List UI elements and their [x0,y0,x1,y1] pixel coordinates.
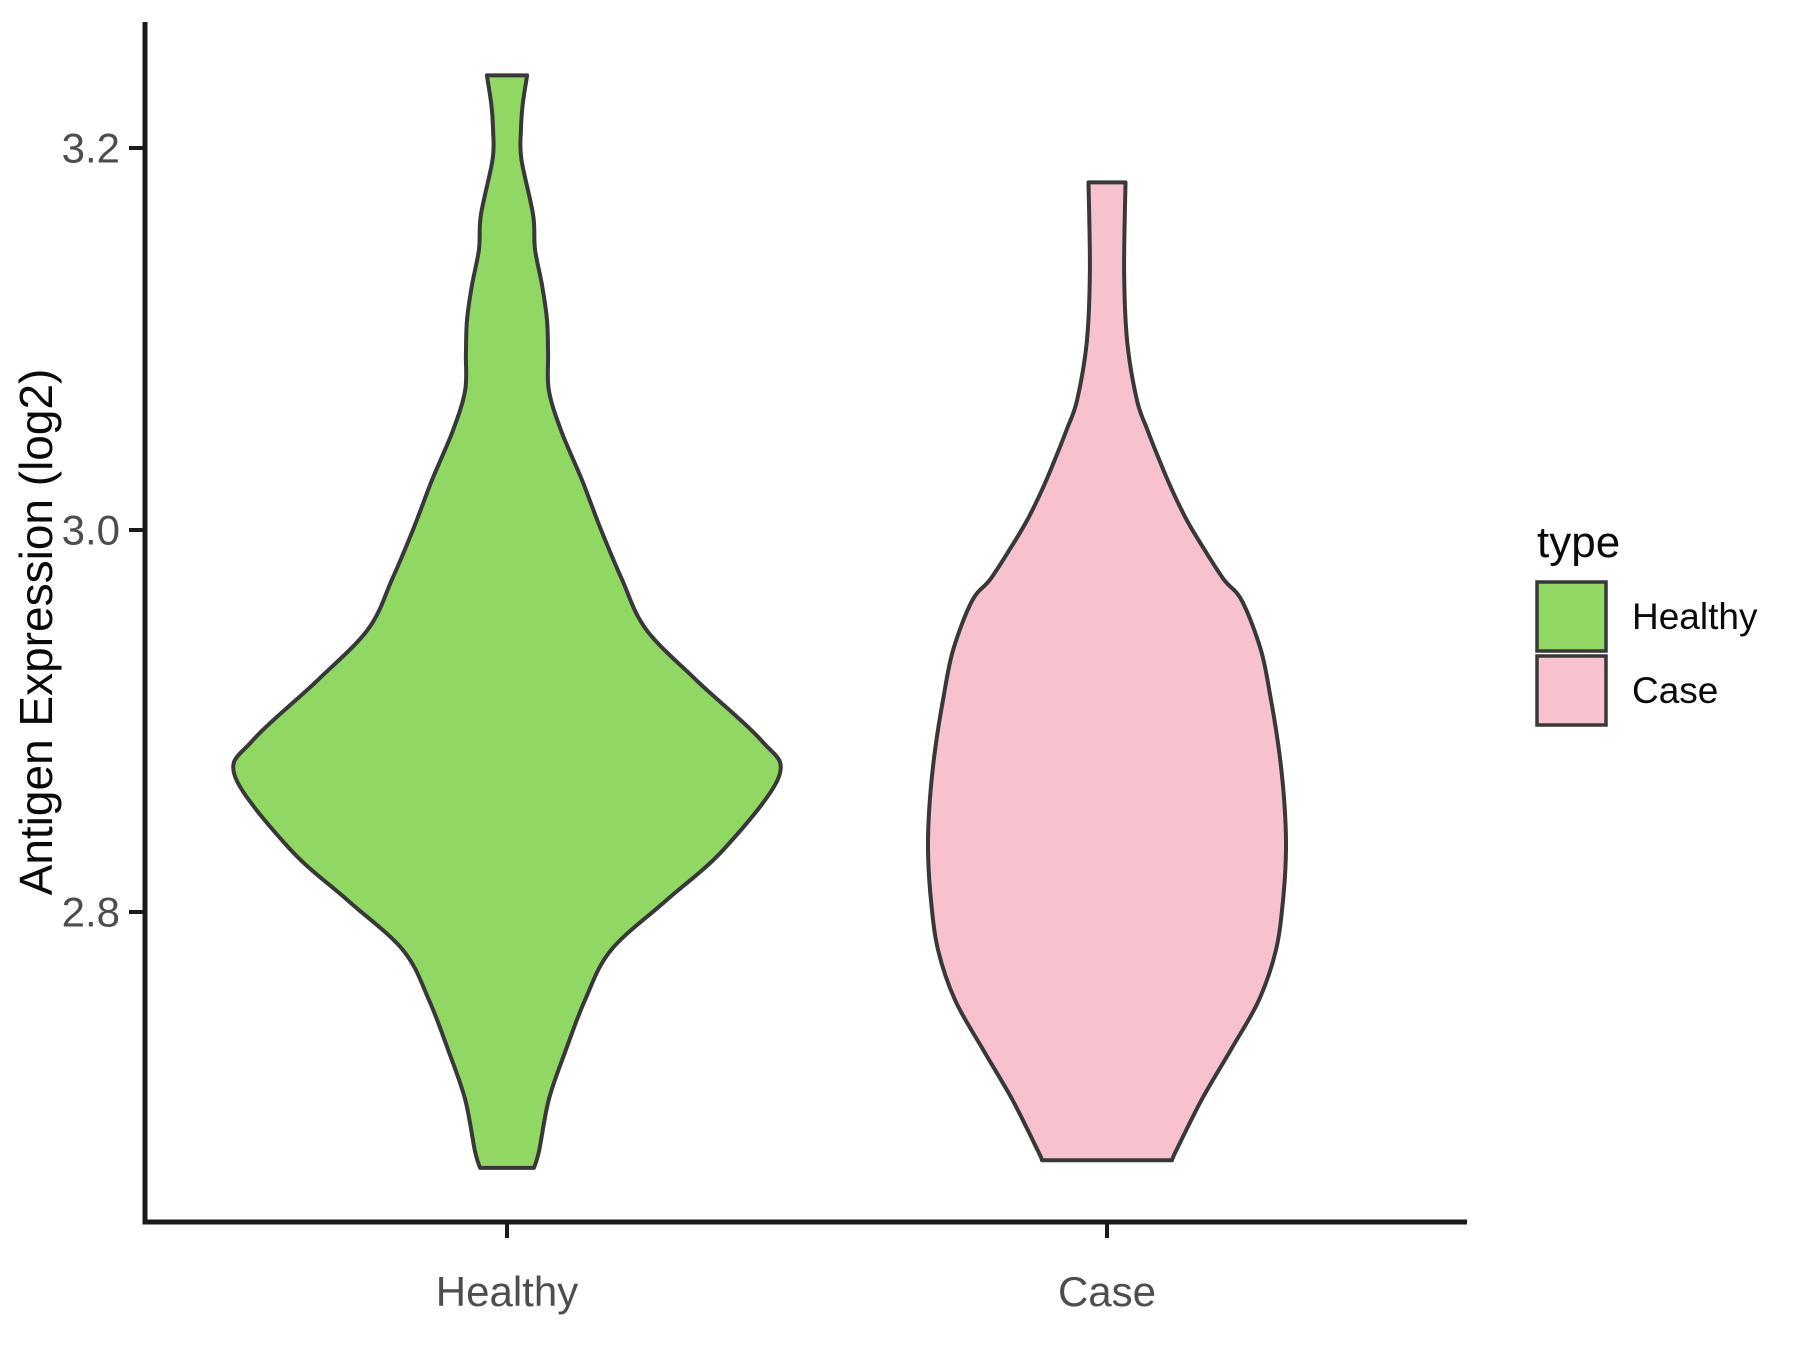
y-tick-label: 3.2 [62,125,120,172]
x-tick-healthy: Healthy [436,1222,578,1315]
y-tick-label: 2.8 [62,889,120,936]
y-axis-title: Antigen Expression (log2) [10,369,62,896]
legend-title: type [1537,518,1620,567]
y-axis: 3.2 3.0 2.8 Antigen Expression (log2) [10,22,148,1225]
violin-healthy [231,73,783,1170]
violin-case [925,180,1289,1163]
x-tick-case: Case [1058,1222,1156,1315]
x-tick-label-case: Case [1058,1268,1156,1315]
y-tick-3_2: 3.2 [62,125,145,172]
legend-entry-healthy: Healthy [1535,580,1758,653]
y-tick-2_8: 2.8 [62,889,145,936]
violin-group [231,73,1289,1170]
legend-entry-case: Case [1535,654,1718,727]
y-tick-label: 3.0 [62,507,120,554]
legend-label-healthy: Healthy [1632,596,1758,637]
legend-label-case: Case [1632,670,1718,711]
y-tick-3_0: 3.0 [62,507,145,554]
x-tick-label-healthy: Healthy [436,1268,578,1315]
x-axis: Healthy Case [142,1219,1467,1315]
legend-key-healthy-swatch [1535,580,1608,653]
legend-key-case-swatch [1535,654,1608,727]
legend: type Healthy Case [1535,518,1758,727]
